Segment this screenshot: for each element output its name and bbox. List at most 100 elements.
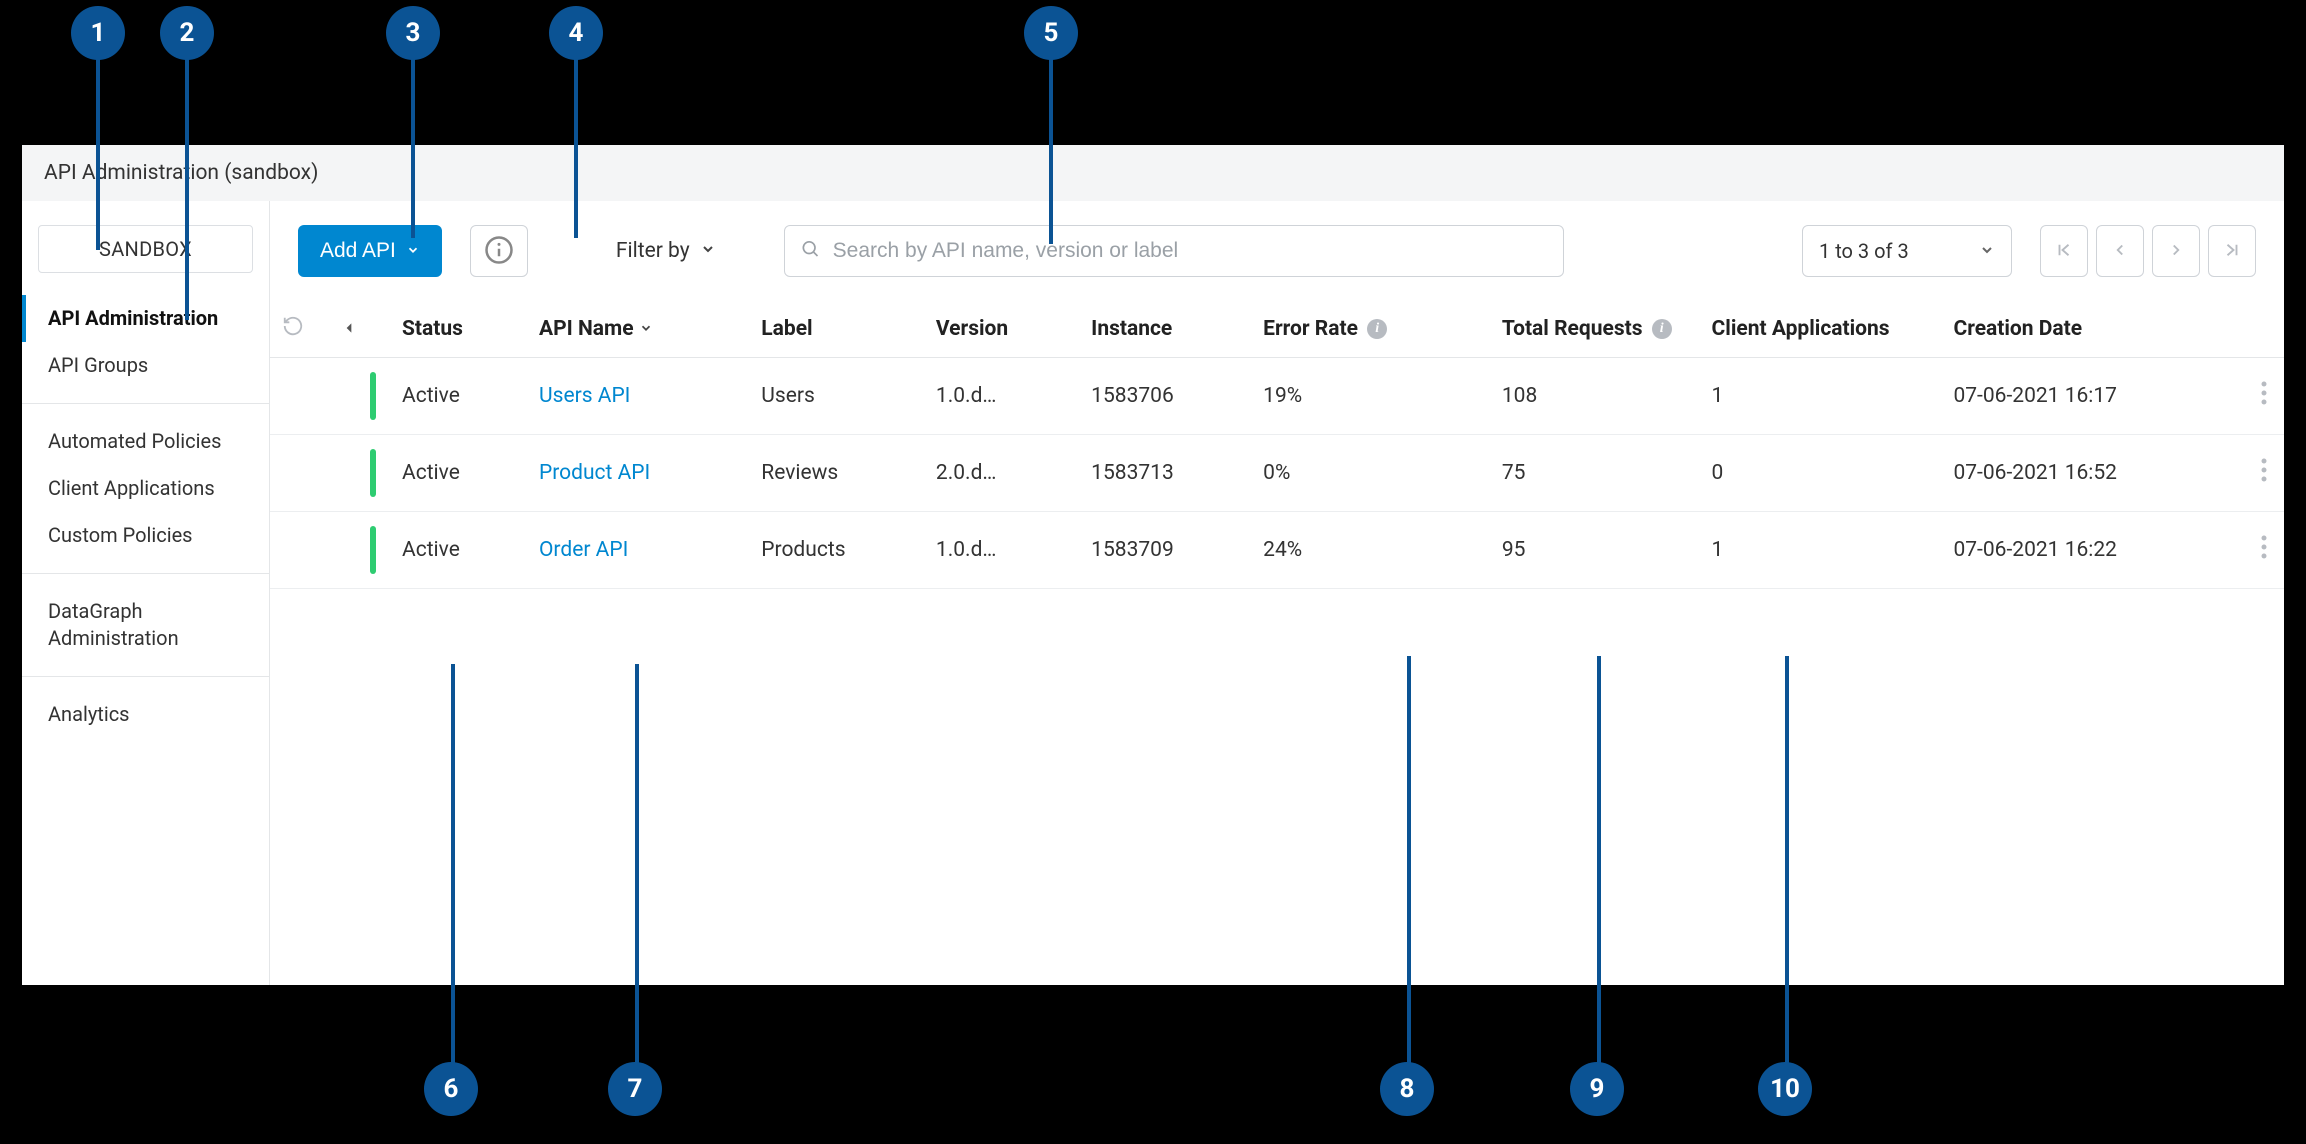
total-requests-cell: 108 xyxy=(1490,358,1700,435)
version-cell: 1.0.d… xyxy=(924,512,1079,589)
error-rate-cell: 19% xyxy=(1251,358,1490,435)
row-actions-button[interactable] xyxy=(2260,388,2268,412)
add-api-button[interactable]: Add API xyxy=(298,225,442,277)
callout-line xyxy=(1785,656,1789,1064)
callout-line xyxy=(96,58,100,250)
sort-desc-icon xyxy=(639,317,653,341)
add-api-label: Add API xyxy=(320,239,396,263)
callout-badge: 1 xyxy=(71,6,125,60)
client-apps-cell: 1 xyxy=(1700,358,1942,435)
client-apps-cell: 1 xyxy=(1700,512,1942,589)
version-cell: 2.0.d… xyxy=(924,435,1079,512)
row-actions-button[interactable] xyxy=(2260,465,2268,489)
page-next-button[interactable] xyxy=(2152,225,2200,277)
total-requests-header-label: Total Requests xyxy=(1502,317,1643,341)
label-cell: Users xyxy=(749,358,924,435)
creation-date-cell: 07-06-2021 16:22 xyxy=(1941,512,2244,589)
instance-cell: 1583713 xyxy=(1079,435,1251,512)
undo-column-header[interactable] xyxy=(270,301,330,358)
callout-line xyxy=(1407,656,1411,1064)
status-cell: Active xyxy=(390,435,527,512)
callout-line xyxy=(451,664,455,1064)
sidebar-item[interactable]: DataGraph Administration xyxy=(22,588,269,662)
row-actions-button[interactable] xyxy=(2260,542,2268,566)
sidebar-item[interactable]: Automated Policies xyxy=(22,418,269,465)
main-content: Add API Filter by xyxy=(270,201,2284,985)
environment-selector[interactable]: SANDBOX xyxy=(38,225,253,273)
api-name-link[interactable]: Users API xyxy=(539,384,630,408)
api-name-column-header[interactable]: API Name xyxy=(527,301,749,358)
window-titlebar: API Administration (sandbox) xyxy=(22,145,2284,201)
environment-label: SANDBOX xyxy=(99,237,192,261)
sidebar-item[interactable]: API Groups xyxy=(22,342,269,389)
instance-cell: 1583709 xyxy=(1079,512,1251,589)
error-rate-header-label: Error Rate xyxy=(1263,317,1358,341)
page-range-dropdown[interactable]: 1 to 3 of 3 xyxy=(1802,225,2012,277)
callout-line xyxy=(635,664,639,1064)
chevron-right-icon xyxy=(2167,241,2185,262)
callout-line xyxy=(411,58,415,238)
page-prev-button[interactable] xyxy=(2096,225,2144,277)
sidebar-item[interactable]: Custom Policies xyxy=(22,512,269,559)
label-cell: Products xyxy=(749,512,924,589)
status-indicator xyxy=(370,526,376,574)
page-first-icon xyxy=(2055,241,2073,262)
creation-date-cell: 07-06-2021 16:17 xyxy=(1941,358,2244,435)
search-icon xyxy=(800,239,820,264)
status-cell: Active xyxy=(390,358,527,435)
total-requests-cell: 95 xyxy=(1490,512,1700,589)
sidebar-item[interactable]: API Administration xyxy=(22,295,269,342)
toolbar: Add API Filter by xyxy=(270,201,2284,301)
table-row: ActiveProduct APIReviews2.0.d…15837130%7… xyxy=(270,435,2284,512)
status-indicator xyxy=(370,372,376,420)
callout-line xyxy=(1597,656,1601,1064)
collapse-column-header[interactable] xyxy=(330,301,370,358)
api-name-header-label: API Name xyxy=(539,317,634,341)
version-column-header[interactable]: Version xyxy=(924,301,1079,358)
callout-badge: 5 xyxy=(1024,6,1078,60)
sidebar: SANDBOX API Administration API Groups Auto… xyxy=(22,201,270,985)
page-last-button[interactable] xyxy=(2208,225,2256,277)
sidebar-item[interactable]: Client Applications xyxy=(22,465,269,512)
undo-icon xyxy=(282,319,304,343)
chevron-down-icon xyxy=(700,239,716,263)
creation-date-column-header[interactable]: Creation Date xyxy=(1941,301,2244,358)
sidebar-item[interactable]: Analytics xyxy=(22,691,269,738)
label-cell: Reviews xyxy=(749,435,924,512)
total-requests-cell: 75 xyxy=(1490,435,1700,512)
filter-by-dropdown[interactable]: Filter by xyxy=(616,239,716,263)
filter-by-label: Filter by xyxy=(616,239,690,263)
api-table: Status API Name Label Version Instance xyxy=(270,301,2284,589)
error-rate-column-header[interactable]: Error Rate i xyxy=(1251,301,1490,358)
table-row: ActiveUsers APIUsers1.0.d…158370619%1081… xyxy=(270,358,2284,435)
window-title: API Administration (sandbox) xyxy=(44,161,318,185)
table-header-row: Status API Name Label Version Instance xyxy=(270,301,2284,358)
sidebar-item-label: Analytics xyxy=(48,702,130,726)
sidebar-item-label: Client Applications xyxy=(48,476,215,500)
sidebar-item-label: API Administration xyxy=(48,306,218,330)
page-range-label: 1 to 3 of 3 xyxy=(1819,239,1909,263)
api-name-link[interactable]: Order API xyxy=(539,538,628,562)
client-apps-cell: 0 xyxy=(1700,435,1942,512)
callout-badge: 9 xyxy=(1570,1062,1624,1116)
creation-date-cell: 07-06-2021 16:52 xyxy=(1941,435,2244,512)
client-apps-column-header[interactable]: Client Applications xyxy=(1700,301,1942,358)
total-requests-column-header[interactable]: Total Requests i xyxy=(1490,301,1700,358)
label-column-header[interactable]: Label xyxy=(749,301,924,358)
sidebar-item-label: Automated Policies xyxy=(48,429,221,453)
callout-badge: 3 xyxy=(386,6,440,60)
callout-line xyxy=(185,58,189,320)
status-column-header[interactable]: Status xyxy=(390,301,527,358)
callout-badge: 6 xyxy=(424,1062,478,1116)
sidebar-item-label: DataGraph Administration xyxy=(48,599,179,650)
table-row: ActiveOrder APIProducts1.0.d…158370924%9… xyxy=(270,512,2284,589)
callout-badge: 8 xyxy=(1380,1062,1434,1116)
instance-column-header[interactable]: Instance xyxy=(1079,301,1251,358)
caret-left-icon xyxy=(342,317,356,341)
info-button[interactable] xyxy=(470,225,528,277)
search-input[interactable] xyxy=(784,225,1564,277)
callout-line xyxy=(1049,58,1053,244)
api-name-link[interactable]: Product API xyxy=(539,461,650,485)
page-first-button[interactable] xyxy=(2040,225,2088,277)
chevron-down-icon xyxy=(406,239,420,263)
